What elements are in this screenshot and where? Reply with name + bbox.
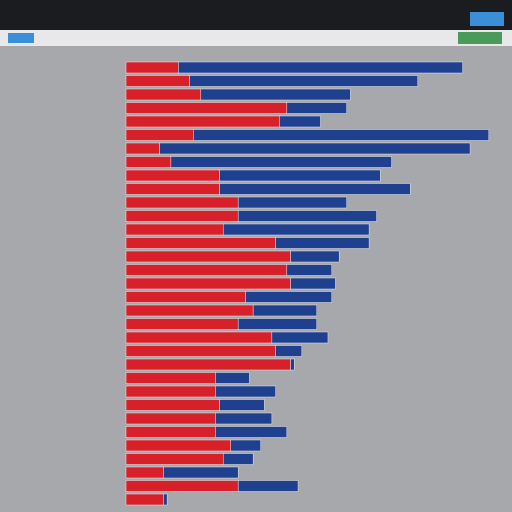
bar-segment: [178, 61, 463, 74]
bar-segment: [125, 210, 239, 222]
bar-segment: [125, 61, 179, 74]
toolbar-icons[interactable]: [458, 32, 502, 44]
toolbar-tab[interactable]: [8, 33, 34, 43]
bar-segment: [200, 88, 351, 101]
bar-segment: [125, 385, 217, 398]
bar-segment: [125, 142, 160, 155]
bar-segment: [275, 237, 370, 249]
title-bar: [0, 0, 512, 30]
bar-segment: [125, 183, 220, 195]
bar-segment: [125, 291, 246, 303]
bar-segment: [125, 372, 217, 384]
bar-segment: [237, 318, 317, 330]
bar-segment: [125, 399, 220, 411]
bar-segment: [125, 196, 239, 209]
bar-segment: [215, 372, 250, 384]
bar-segment: [125, 345, 276, 357]
bar-segment: [125, 88, 202, 101]
bar-segment: [215, 412, 273, 425]
bar-segment: [163, 466, 239, 479]
bar-segment: [125, 129, 194, 141]
bar-segment: [125, 115, 280, 128]
bar-segment: [290, 277, 336, 290]
bar-segment: [219, 183, 411, 195]
bar-segment: [163, 493, 168, 506]
bar-segment: [125, 453, 224, 465]
bar-segment: [125, 426, 217, 438]
bar-segment: [215, 385, 276, 398]
bar-segment: [125, 237, 276, 249]
bar-segment: [222, 223, 370, 236]
bar-segment: [252, 304, 317, 317]
bar-segment: [290, 250, 340, 263]
bar-segment: [159, 142, 471, 155]
bar-segment: [230, 439, 261, 452]
bar-segment: [170, 156, 392, 168]
bar-segment: [219, 169, 381, 182]
bar-segment: [125, 223, 224, 236]
bar-segment: [125, 412, 217, 425]
bar-segment: [275, 345, 303, 357]
bar-segment: [125, 304, 254, 317]
bar-segment: [125, 277, 291, 290]
bar-segment: [125, 358, 291, 371]
bar-segment: [125, 318, 239, 330]
bar-segment: [125, 493, 164, 506]
bar-segment: [215, 426, 288, 438]
bar-segment: [279, 115, 321, 128]
bar-segment: [125, 439, 231, 452]
bar-segment: [125, 75, 190, 87]
bar-segment: [189, 75, 418, 87]
bar-segment: [125, 156, 172, 168]
bar-segment: [237, 196, 347, 209]
bar-segment: [125, 480, 239, 492]
bar-segment: [222, 453, 254, 465]
bar-segment: [125, 264, 288, 276]
bar-segment: [286, 264, 332, 276]
bar-segment: [193, 129, 490, 141]
bar-segment: [245, 291, 332, 303]
bar-segment: [125, 102, 288, 114]
bar-segment: [271, 331, 329, 344]
bar-segment: [125, 250, 291, 263]
bar-segment: [290, 358, 295, 371]
bar-segment: [125, 169, 220, 182]
bar-segment: [286, 102, 347, 114]
bar-segment: [237, 210, 377, 222]
bar-segment: [237, 480, 299, 492]
toolbar: [0, 30, 512, 46]
bar-segment: [125, 331, 273, 344]
bar-segment: [125, 466, 164, 479]
title-bar-button[interactable]: [470, 12, 504, 26]
bar-segment: [219, 399, 265, 411]
